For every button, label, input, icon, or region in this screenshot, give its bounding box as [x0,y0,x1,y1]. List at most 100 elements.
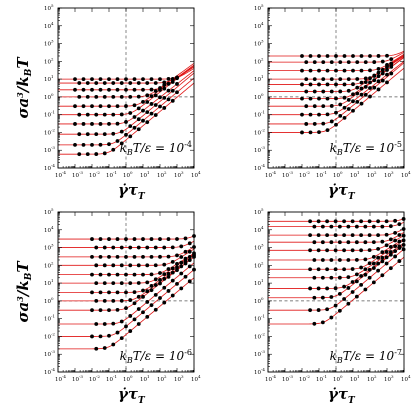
data-point [149,272,154,277]
data-point [136,245,141,250]
data-point [371,224,376,229]
data-point [346,258,351,262]
data-point [153,103,158,107]
data-point [90,254,94,259]
data-point [166,237,171,241]
data-point [334,110,338,115]
y-tick-label: 101 [254,74,264,83]
data-point [350,248,355,253]
x-tick-label: 100 [123,374,133,383]
data-point [162,83,167,87]
data-point [333,286,338,291]
data-point [145,120,150,125]
data-point [124,120,128,124]
data-point [77,152,82,157]
annotation-sub: B [126,356,133,365]
y-tick-label: 105 [44,3,54,12]
data-point [124,132,128,137]
data-point [153,245,158,250]
x-tick-exponent: -4 [272,374,276,379]
data-point [98,237,103,241]
data-point [312,240,317,245]
data-point [355,77,360,81]
data-point [393,254,398,259]
data-point [380,273,385,278]
x-tick-exponent: 4 [408,170,411,175]
data-point [368,94,372,99]
data-point [183,274,188,279]
data-point [372,74,377,78]
y-tick-exponent: 1 [261,278,264,283]
data-point [115,254,120,259]
data-point [107,272,111,277]
data-point [158,271,162,275]
data-point [153,81,158,85]
annotation-exp: -5 [394,140,402,149]
x-axis-label-sub: T [138,396,146,406]
annotation-mid: T/ε = 10 [133,349,185,363]
data-point [359,233,364,238]
data-point [128,111,133,115]
data-point [98,122,103,126]
y-tick-label: 104 [254,21,264,30]
y-tick-exponent: -4 [261,163,265,168]
data-point [158,88,162,92]
y-axis-label-cube: 3 [15,296,25,302]
x-axis-label-sub: T [348,396,356,406]
annotation-sub: B [336,148,343,157]
data-point [170,270,175,275]
data-point [380,255,385,260]
data-point [342,54,347,58]
y-tick-label: 10-1 [44,314,55,323]
y-tick-label: 103 [254,243,264,252]
data-point [162,245,167,250]
data-point [355,85,360,90]
x-tick-exponent: 0 [340,170,343,175]
data-point [397,259,402,263]
data-point [359,219,364,224]
data-point [107,142,111,147]
data-point [355,100,360,104]
y-tick-label: 10-3 [44,145,55,154]
data-point [98,272,103,277]
data-point [354,294,359,299]
y-axis-label-sigma-a: σa [14,302,32,323]
data-point [149,102,154,106]
data-point [316,248,321,253]
data-point [342,233,347,238]
y-tick-exponent: -2 [261,331,265,336]
data-point [376,261,381,266]
data-point [351,54,355,58]
panel-bottom-left: 10-410-310-210-110010110210310410-410-31… [14,207,201,406]
data-point [187,249,192,254]
data-point [350,267,355,271]
data-point [317,96,321,101]
data-point [145,81,150,85]
data-point [317,68,321,73]
x-tick-label: 101 [140,374,150,383]
data-point [73,122,77,126]
data-point [351,99,355,104]
data-point [385,68,389,72]
y-tick-label: 103 [44,39,54,48]
x-axis-label: γ̇τT [328,181,356,202]
data-point [388,266,393,271]
data-point [175,82,179,86]
x-tick-label: 100 [333,374,343,383]
data-point [128,281,133,285]
data-point [141,272,145,277]
data-point [325,267,330,272]
data-point [308,219,313,224]
x-tick-exponent: -1 [323,170,327,175]
y-tick-label: 10-2 [254,331,265,340]
data-point [325,128,330,133]
y-tick-exponent: -2 [51,127,55,132]
y-tick-exponent: 0 [51,296,54,301]
data-point [363,224,368,229]
data-point [162,106,167,110]
data-point [342,284,347,289]
data-point [153,283,158,287]
data-point [376,74,381,79]
y-tick-exponent: -4 [51,367,55,372]
data-point [371,266,376,270]
